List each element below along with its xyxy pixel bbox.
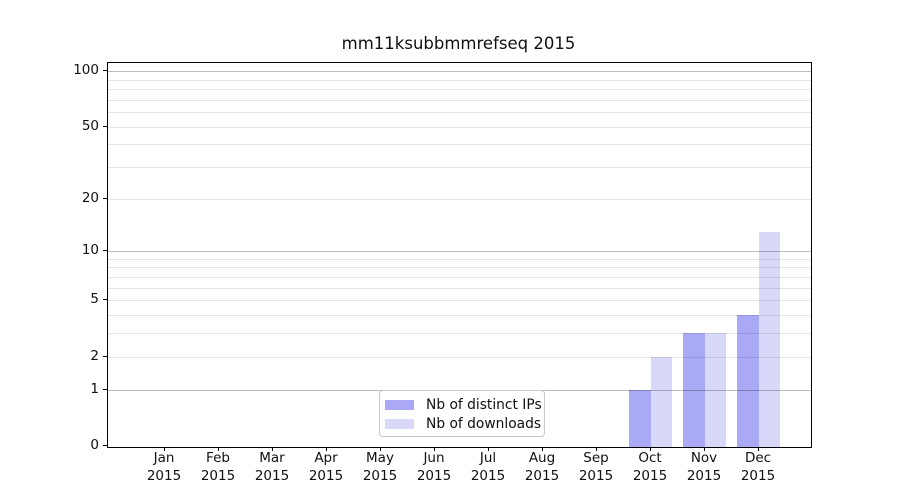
x-tick-feb xyxy=(218,447,219,451)
x-tick-label-may: May 2015 xyxy=(348,450,412,485)
x-tick-year: 2015 xyxy=(686,467,722,484)
x-tick-nov xyxy=(704,447,705,451)
x-tick-jun xyxy=(434,447,435,451)
y-gridline-4 xyxy=(108,315,811,316)
y-tick-0 xyxy=(103,445,107,446)
legend-label-downloads: Nb of downloads xyxy=(426,415,542,432)
x-tick-year: 2015 xyxy=(524,467,560,484)
x-tick-label-dec: Dec 2015 xyxy=(726,450,790,485)
y-gridline-9 xyxy=(108,259,811,260)
bar-distinct-ips-oct xyxy=(629,389,651,447)
bar-downloads-nov xyxy=(704,333,727,447)
y-gridline-20 xyxy=(108,199,811,200)
y-tick-label-10: 10 xyxy=(81,242,99,258)
x-tick-year: 2015 xyxy=(200,467,236,484)
y-tick-5 xyxy=(103,299,107,300)
y-tick-label-100: 100 xyxy=(73,62,99,78)
x-tick-dec xyxy=(758,447,759,451)
y-gridline-6 xyxy=(108,288,811,289)
legend-item-downloads: Nb of downloads xyxy=(385,415,542,434)
y-gridline-8 xyxy=(108,267,811,268)
legend-item-distinct-ips: Nb of distinct IPs xyxy=(385,396,542,415)
y-gridline-3 xyxy=(108,333,811,334)
x-tick-month: Nov xyxy=(690,450,718,466)
bar-distinct-ips-dec xyxy=(737,315,759,447)
x-tick-month: Mar xyxy=(259,450,285,466)
x-tick-month: Jan xyxy=(153,450,175,466)
y-gridline-2 xyxy=(108,357,811,358)
y-gridline-10 xyxy=(108,251,811,252)
y-gridline-5 xyxy=(108,300,811,301)
y-gridline-60 xyxy=(108,112,811,113)
y-tick-label-1: 1 xyxy=(90,381,99,397)
bar-downloads-oct xyxy=(650,356,673,447)
legend: Nb of distinct IPs Nb of downloads xyxy=(379,390,545,437)
x-tick-year: 2015 xyxy=(416,467,452,484)
bar-distinct-ips-nov xyxy=(683,333,705,447)
y-gridline-70 xyxy=(108,100,811,101)
y-tick-label-20: 20 xyxy=(81,190,99,206)
chart-title: mm11ksubbmmrefseq 2015 xyxy=(341,34,576,53)
y-gridline-40 xyxy=(108,144,811,145)
x-tick-label-jan: Jan 2015 xyxy=(132,450,196,485)
x-tick-label-jun: Jun 2015 xyxy=(402,450,466,485)
x-tick-month: Feb xyxy=(206,450,230,466)
x-tick-month: Dec xyxy=(744,450,772,466)
x-tick-label-feb: Feb 2015 xyxy=(186,450,250,485)
x-tick-year: 2015 xyxy=(146,467,182,484)
y-tick-label-50: 50 xyxy=(81,118,99,134)
x-tick-year: 2015 xyxy=(470,467,506,484)
x-tick-month: Jun xyxy=(423,450,445,466)
x-tick-year: 2015 xyxy=(362,467,398,484)
y-tick-100 xyxy=(103,70,107,71)
x-tick-month: May xyxy=(366,450,394,466)
y-tick-label-0: 0 xyxy=(90,437,99,453)
y-gridline-7 xyxy=(108,277,811,278)
y-tick-20 xyxy=(103,198,107,199)
y-gridline-80 xyxy=(108,89,811,90)
y-gridline-90 xyxy=(108,80,811,81)
x-tick-may xyxy=(380,447,381,451)
legend-swatch-downloads xyxy=(385,418,414,429)
y-gridline-50 xyxy=(108,127,811,128)
legend-swatch-distinct-ips xyxy=(385,400,414,411)
y-tick-1 xyxy=(103,389,107,390)
x-tick-month: Oct xyxy=(638,450,662,466)
y-tick-10 xyxy=(103,250,107,251)
bar-downloads-dec xyxy=(758,231,781,447)
y-gridline-100 xyxy=(108,71,811,72)
x-tick-year: 2015 xyxy=(578,467,614,484)
x-tick-mar xyxy=(272,447,273,451)
x-tick-label-nov: Nov 2015 xyxy=(672,450,736,485)
x-tick-label-jul: Jul 2015 xyxy=(456,450,520,485)
legend-label-distinct-ips: Nb of distinct IPs xyxy=(426,397,542,414)
plot-area xyxy=(107,62,812,448)
y-gridline-30 xyxy=(108,167,811,168)
x-tick-sep xyxy=(596,447,597,451)
x-tick-apr xyxy=(326,447,327,451)
x-tick-month: Aug xyxy=(528,450,556,466)
y-tick-label-2: 2 xyxy=(90,348,99,364)
x-tick-aug xyxy=(542,447,543,451)
x-tick-year: 2015 xyxy=(740,467,776,484)
x-tick-year: 2015 xyxy=(308,467,344,484)
x-tick-month: Sep xyxy=(583,450,609,466)
x-tick-label-sep: Sep 2015 xyxy=(564,450,628,485)
x-tick-year: 2015 xyxy=(254,467,290,484)
x-tick-label-mar: Mar 2015 xyxy=(240,450,304,485)
x-tick-year: 2015 xyxy=(632,467,668,484)
y-tick-label-5: 5 xyxy=(90,291,99,307)
x-tick-label-aug: Aug 2015 xyxy=(510,450,574,485)
x-tick-month: Jul xyxy=(479,450,497,466)
x-tick-label-apr: Apr 2015 xyxy=(294,450,358,485)
y-tick-50 xyxy=(103,126,107,127)
x-tick-jan xyxy=(164,447,165,451)
x-tick-label-oct: Oct 2015 xyxy=(618,450,682,485)
x-tick-jul xyxy=(488,447,489,451)
x-tick-month: Apr xyxy=(314,450,338,466)
x-tick-oct xyxy=(650,447,651,451)
y-tick-2 xyxy=(103,356,107,357)
